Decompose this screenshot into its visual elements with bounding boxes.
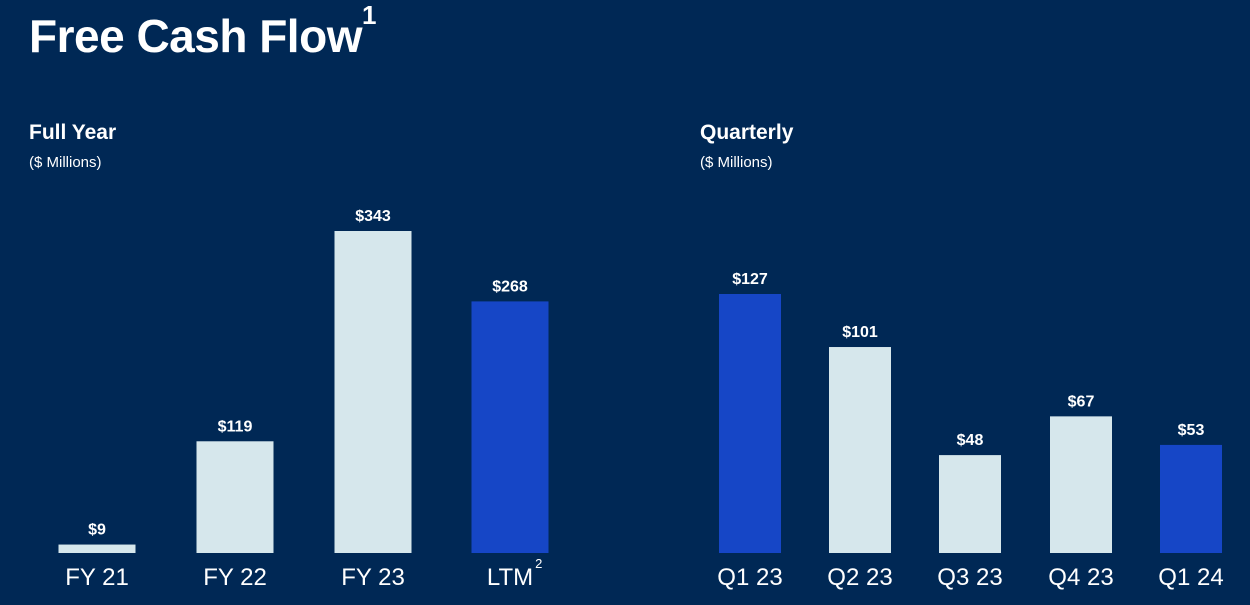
quarterly-bar-0 xyxy=(719,294,781,553)
page-title-text: Free Cash Flow xyxy=(29,10,362,62)
full-year-chart-title: Full Year xyxy=(29,121,117,144)
quarterly-category-label-4: Q1 24 xyxy=(1158,564,1223,591)
full-year-category-footnote-3: 2 xyxy=(535,556,542,571)
full-year-bar-2 xyxy=(334,231,412,553)
title-footnote-marker: 1 xyxy=(361,0,376,30)
full-year-bar-3 xyxy=(471,301,549,553)
quarterly-bar-3 xyxy=(1050,416,1112,553)
full-year-category-label-1: FY 22 xyxy=(203,564,267,591)
quarterly-value-label-1: $101 xyxy=(842,324,878,341)
quarterly-chart-subtitle: ($ Millions) xyxy=(700,154,773,171)
quarterly-category-label-2: Q3 23 xyxy=(937,564,1002,591)
quarterly-bar-1 xyxy=(829,347,891,553)
quarterly-category-label-1: Q2 23 xyxy=(827,564,892,591)
full-year-bar-1 xyxy=(196,441,274,553)
page-title: Free Cash Flow1 xyxy=(29,2,376,66)
full-year-category-label-3: LTM xyxy=(487,564,533,591)
full-year-value-label-1: $119 xyxy=(218,418,253,435)
quarterly-category-label-0: Q1 23 xyxy=(717,564,782,591)
quarterly-category-label-3: Q4 23 xyxy=(1048,564,1113,591)
quarterly-chart-title: Quarterly xyxy=(700,121,794,144)
full-year-chart-subtitle: ($ Millions) xyxy=(29,154,102,171)
full-year-category-label-0: FY 21 xyxy=(65,564,129,591)
quarterly-value-label-0: $127 xyxy=(732,271,768,288)
quarterly-bar-4 xyxy=(1160,444,1222,553)
full-year-value-label-2: $343 xyxy=(355,208,391,225)
full-year-bar-0 xyxy=(58,544,136,553)
full-year-category-label-2: FY 23 xyxy=(341,564,405,591)
full-year-value-label-0: $9 xyxy=(88,522,106,539)
quarterly-value-label-4: $53 xyxy=(1178,422,1205,439)
quarterly-value-label-2: $48 xyxy=(957,432,984,449)
full-year-value-label-3: $268 xyxy=(492,278,528,295)
quarterly-value-label-3: $67 xyxy=(1068,393,1095,410)
quarterly-bar-2 xyxy=(939,455,1001,553)
